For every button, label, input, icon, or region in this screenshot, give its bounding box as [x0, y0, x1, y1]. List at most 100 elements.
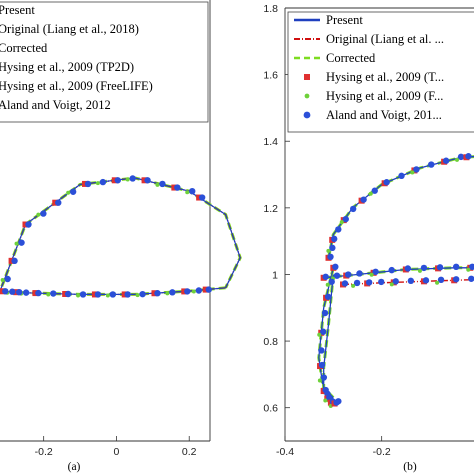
panel-a-aland-marker	[154, 290, 161, 297]
panel-b-aland-marker	[407, 277, 415, 285]
panel-b-legend-label: Present	[326, 13, 363, 27]
panel-b-legend-label: Hysing et al., 2009 (T...	[326, 70, 444, 84]
panel-a-aland-marker	[144, 177, 151, 184]
panel-b-aland-marker	[335, 398, 342, 405]
panel-b-aland-marker	[327, 253, 334, 261]
panel-a-freelife-marker	[105, 293, 110, 298]
panel-a-aland-marker	[55, 199, 62, 206]
panel-a-aland-marker	[22, 289, 30, 296]
panel-a-freelife-marker	[125, 177, 130, 182]
panel-b-legend-label: Original (Liang et al. ...	[326, 32, 444, 46]
panel-a-freelife-marker	[191, 289, 196, 294]
panel-b-ytick-label: 1	[272, 269, 278, 281]
panel-a-aland-marker	[40, 210, 47, 217]
panel-b-aland-marker	[331, 235, 338, 243]
panel-a-freelife-marker	[155, 182, 160, 187]
panel-a: -0.2 0 0.2 Present Original (Liang et al., …	[0, 0, 242, 473]
panel-b-ytick-label: 1.6	[263, 70, 278, 82]
panel-b-caption: (b)	[403, 461, 417, 473]
panel-b-aland-marker	[388, 266, 395, 274]
panel-b-freelife-marker	[326, 248, 331, 253]
panel-b-freelife-marker	[417, 268, 422, 273]
panel-a-xtick-label: 0.2	[182, 446, 197, 458]
panel-b-aland-marker	[413, 166, 420, 173]
panel-a-freelife-marker	[14, 241, 19, 246]
panel-b-aland-marker	[335, 226, 342, 233]
panel-b-aland-marker	[452, 263, 460, 270]
panel-b-legend-label: Corrected	[326, 51, 376, 65]
panel-a-aland-marker	[174, 184, 181, 191]
panel-a-freelife-marker	[36, 212, 41, 217]
panel-b-aland-marker	[333, 272, 341, 279]
panel-b-aland-marker	[318, 347, 325, 354]
panel-b-aland-marker	[398, 172, 405, 180]
panel-a-freelife-marker	[0, 278, 5, 283]
panel-b-aland-marker	[349, 205, 357, 213]
panel-b-aland-marker	[452, 276, 460, 283]
panel-a-aland-marker	[2, 288, 9, 295]
panel-b-freelife-marker	[325, 282, 330, 287]
panel-b-legend-freelife-swatch	[304, 93, 310, 99]
panel-b-ytick-label: 0.8	[263, 336, 278, 348]
panel-b-ytick-label: 1.8	[263, 3, 278, 15]
panel-a-aland-marker	[4, 275, 11, 283]
panel-a-freelife-marker	[165, 291, 170, 296]
panel-b-freelife-marker	[317, 332, 322, 337]
panel-b-aland-marker	[457, 153, 465, 161]
panel-a-caption: (a)	[68, 461, 81, 473]
panel-a-freelife-marker	[185, 190, 190, 195]
panel-a-xtick-label: 0	[114, 446, 120, 458]
panel-a-aland-marker	[18, 239, 25, 246]
panel-a-aland-marker	[205, 286, 212, 293]
panel-a-legend-label: Hysing et al., 2009 (FreeLIFE)	[0, 79, 153, 93]
panel-b-aland-marker	[342, 215, 349, 223]
panel-b-aland-marker	[318, 361, 326, 369]
panel-b-freelife-marker	[389, 282, 394, 287]
panel-b-aland-marker	[436, 264, 444, 271]
panel-a-aland-marker	[159, 180, 166, 188]
panel-b-freelife-marker	[323, 398, 328, 403]
panel-b-aland-marker	[383, 179, 390, 186]
panel-a-aland-marker	[195, 287, 203, 294]
panel-b-freelife-marker	[369, 272, 374, 277]
panel-a-aland-marker	[16, 288, 23, 296]
panel-b-legend-aland-swatch	[303, 111, 311, 119]
panel-a-legend-label: Present	[0, 3, 35, 17]
panel-a-aland-marker	[114, 177, 121, 184]
panel-b-aland-marker	[345, 271, 352, 278]
panel-b-legend-box	[287, 11, 474, 133]
panel-b: -0.4 -0.2 0.6 0.8 1 1.2 1.4 1.6 1.8 Present Origi…	[263, 3, 474, 473]
panel-b-aland-marker	[320, 328, 327, 335]
panel-a-legend: Present Original (Liang et al., 2018) Corr…	[0, 1, 209, 123]
panel-a-legend-label: Original (Liang et al., 2018)	[0, 22, 139, 36]
panel-b-aland-marker	[465, 153, 472, 160]
panel-a-aland-marker	[139, 290, 146, 298]
panel-b-aland-marker	[420, 264, 428, 272]
panel-a-aland-marker	[79, 291, 87, 298]
panel-b-xtick-label: -0.2	[373, 446, 391, 458]
panel-b-freelife-marker	[435, 280, 440, 285]
panel-a-aland-marker	[109, 291, 117, 298]
panel-b-aland-marker	[329, 244, 336, 252]
panel-b-xtick-label: -0.4	[276, 446, 294, 458]
panel-b-aland-marker	[469, 263, 474, 270]
panel-b-aland-marker	[437, 276, 445, 284]
panel-b-aland-marker	[356, 270, 363, 277]
panel-a-aland-marker	[84, 180, 92, 188]
panel-b-aland-marker	[322, 273, 329, 280]
panel-b-aland-marker	[320, 374, 328, 381]
panel-a-aland-marker	[124, 291, 131, 298]
panel-b-legend-label: Aland and Voigt, 201...	[326, 108, 442, 122]
panel-a-aland-marker	[169, 289, 176, 296]
panel-a-aland-marker	[99, 178, 107, 186]
panel-b-aland-marker	[365, 279, 373, 286]
panel-b-freelife-marker	[351, 283, 356, 288]
panel-a-freelife-marker	[66, 190, 71, 195]
panel-a-aland-marker	[94, 291, 102, 298]
panel-a-aland-marker	[184, 288, 191, 295]
panel-a-aland-marker	[9, 288, 16, 295]
panel-a-aland-marker	[64, 290, 72, 298]
panel-b-freelife-marker	[368, 191, 373, 196]
panel-a-legend-label: Hysing et al., 2009 (TP2D)	[0, 60, 134, 74]
